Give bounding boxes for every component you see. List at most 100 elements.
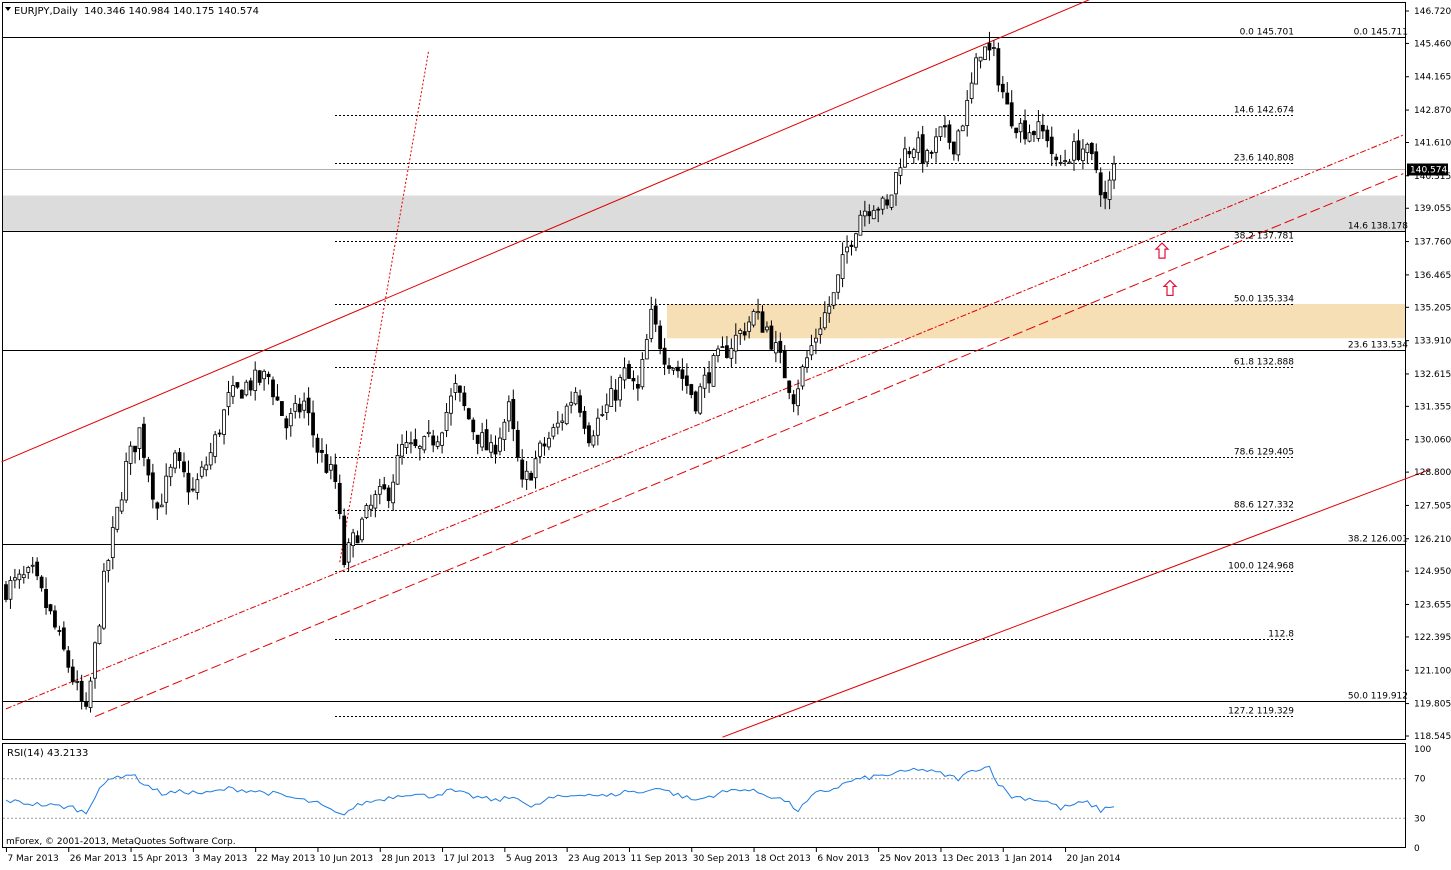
candle-body bbox=[760, 311, 765, 333]
time-tick-label: 3 May 2013 bbox=[194, 854, 247, 864]
price-tick-label: 122.395 bbox=[1414, 633, 1451, 643]
candle-body bbox=[765, 326, 769, 331]
price-tick-label: 140.315 bbox=[1414, 172, 1451, 182]
candle-body bbox=[992, 47, 996, 49]
candle-body bbox=[978, 56, 983, 62]
fib-level-label: 38.2 126.001 bbox=[1348, 535, 1408, 545]
candle-body bbox=[248, 380, 253, 391]
candle-body bbox=[190, 488, 195, 491]
price-tick-label: 139.055 bbox=[1414, 204, 1451, 214]
price-tick-label: 123.655 bbox=[1414, 601, 1451, 611]
candle-body bbox=[987, 42, 992, 51]
candle-body bbox=[960, 125, 965, 132]
candle-body bbox=[818, 328, 823, 336]
candle-body bbox=[346, 542, 351, 563]
candle-body bbox=[66, 650, 71, 668]
candle-body bbox=[440, 432, 445, 446]
candle-body bbox=[1005, 92, 1010, 105]
candle-body bbox=[1045, 129, 1050, 142]
candle-body bbox=[983, 46, 987, 60]
candle-body bbox=[747, 321, 752, 332]
lower-channel-line bbox=[722, 469, 1431, 738]
candle-body bbox=[386, 487, 391, 502]
candle-body bbox=[925, 150, 930, 163]
price-tick-label: 137.760 bbox=[1414, 238, 1451, 248]
fib-level-label: 14.6 138.178 bbox=[1348, 222, 1408, 232]
candle-body bbox=[328, 464, 333, 471]
candle-body bbox=[493, 444, 498, 455]
candle-body bbox=[409, 442, 413, 445]
candle-body bbox=[943, 125, 947, 128]
candle-body bbox=[1112, 163, 1116, 181]
candle-body bbox=[222, 409, 226, 435]
candle-body bbox=[1049, 136, 1054, 155]
candle-body bbox=[466, 408, 471, 420]
candle-body bbox=[351, 532, 356, 547]
rsi-tick-label: 100 bbox=[1414, 745, 1431, 755]
candle-body bbox=[538, 442, 542, 457]
last-price-label: 140.574 bbox=[1410, 166, 1447, 176]
candle-body bbox=[177, 452, 182, 461]
time-tick-label: 13 Dec 2013 bbox=[942, 854, 1000, 864]
candle-body bbox=[827, 305, 832, 314]
candle-body bbox=[693, 391, 698, 412]
candle-body bbox=[124, 460, 129, 501]
time-tick-label: 15 Apr 2013 bbox=[132, 854, 188, 864]
arrows-layer bbox=[1154, 242, 1178, 297]
candle-body bbox=[1009, 102, 1014, 127]
candle-body bbox=[1107, 179, 1112, 200]
time-tick-label: 28 Jun 2013 bbox=[381, 854, 435, 864]
candle-body bbox=[938, 126, 943, 137]
candle-body bbox=[769, 325, 774, 350]
time-tick-label: 6 Nov 2013 bbox=[817, 854, 869, 864]
time-tick-label: 17 Jul 2013 bbox=[444, 854, 495, 864]
time-tick-label: 23 Aug 2013 bbox=[568, 854, 626, 864]
price-tick-label: 136.465 bbox=[1414, 271, 1451, 281]
candle-body bbox=[333, 464, 338, 482]
candle-body bbox=[805, 357, 809, 368]
price-tick-label: 126.210 bbox=[1414, 535, 1451, 545]
candle-body bbox=[862, 210, 867, 217]
grey-zone bbox=[3, 195, 1405, 231]
candle-body bbox=[542, 443, 547, 447]
candle-body bbox=[809, 345, 814, 356]
candle-body bbox=[547, 437, 551, 448]
candle-body bbox=[168, 466, 173, 478]
candle-body bbox=[880, 197, 885, 210]
candle-body bbox=[57, 630, 62, 632]
candle-body bbox=[324, 454, 329, 473]
rsi-tick-label: 30 bbox=[1414, 814, 1426, 824]
candle-body bbox=[822, 312, 827, 329]
candle-body bbox=[159, 504, 164, 508]
candle-body bbox=[137, 427, 142, 449]
time-tick-label: 10 Jun 2013 bbox=[319, 854, 373, 864]
candle-body bbox=[235, 382, 240, 388]
candle-body bbox=[284, 418, 289, 429]
upper-channel-line bbox=[1, 0, 1090, 463]
candle-body bbox=[1054, 156, 1059, 161]
candle-body bbox=[689, 384, 694, 395]
fib-level-label: 0.0 145.711 bbox=[1354, 28, 1408, 38]
candle-body bbox=[12, 577, 17, 581]
price-tick-label: 135.205 bbox=[1414, 303, 1451, 313]
candle-body bbox=[773, 342, 778, 354]
candle-body bbox=[920, 134, 925, 164]
candle-body bbox=[306, 397, 311, 414]
candle-body bbox=[498, 437, 502, 452]
candle-body bbox=[231, 385, 235, 397]
candle-body bbox=[93, 642, 97, 679]
triangle-down-icon[interactable] bbox=[5, 7, 11, 11]
candle-body bbox=[1076, 140, 1081, 160]
candle-body bbox=[831, 292, 836, 306]
price-tick-label: 132.615 bbox=[1414, 370, 1451, 380]
candle-body bbox=[729, 347, 734, 359]
candle-body bbox=[150, 472, 155, 500]
candle-body bbox=[39, 576, 44, 589]
candle-body bbox=[573, 391, 578, 405]
price-tick-label: 118.545 bbox=[1414, 732, 1451, 742]
candle-body bbox=[1094, 151, 1099, 171]
candle-body bbox=[613, 389, 618, 401]
candle-body bbox=[239, 389, 244, 399]
